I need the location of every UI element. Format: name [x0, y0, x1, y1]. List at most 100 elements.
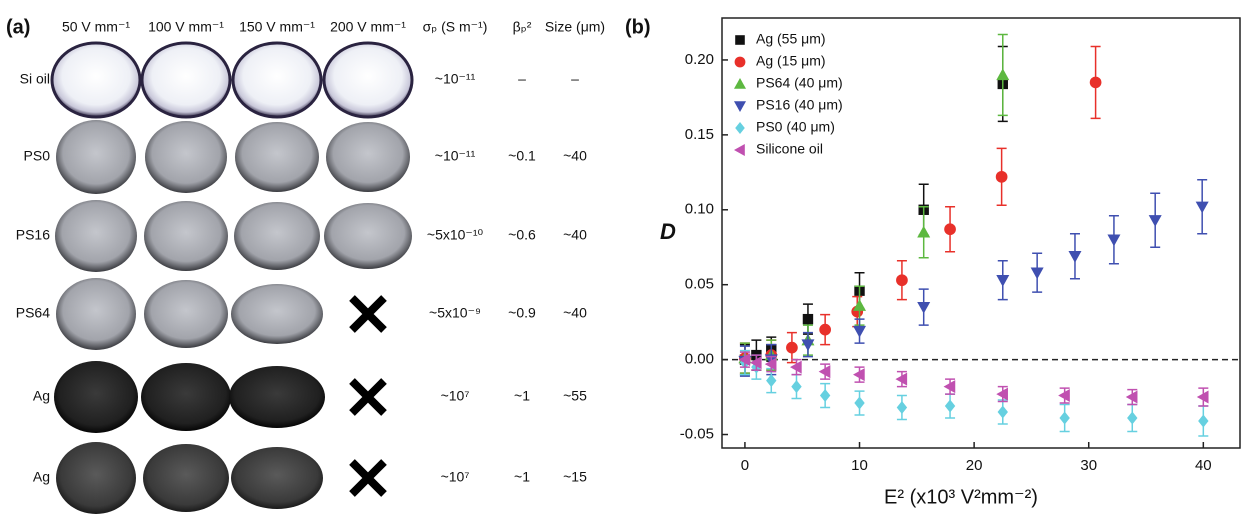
y-tick-label: -0.05 [680, 425, 714, 442]
droplet-image [143, 444, 229, 512]
property-value: ~10⁻¹¹ [435, 148, 476, 164]
row-label: Ag [33, 388, 50, 404]
property-value: ~10⁷ [441, 388, 470, 404]
droplet-image [324, 43, 412, 117]
data-point [803, 314, 813, 324]
legend-label: PS16 (40 μm) [756, 97, 843, 113]
row-label: Si oil [20, 71, 50, 87]
droplet-image [142, 43, 230, 117]
data-point [819, 324, 831, 336]
droplet-image [56, 120, 136, 194]
data-point [996, 171, 1008, 183]
property-value: ~40 [563, 227, 587, 243]
legend-marker [735, 35, 745, 45]
droplet-image [54, 361, 138, 433]
droplet-image [229, 366, 325, 428]
page: (a)50 V mm⁻¹100 V mm⁻¹150 V mm⁻¹200 V mm… [0, 0, 1242, 514]
legend-label: Ag (55 μm) [756, 31, 826, 47]
data-point [998, 406, 1008, 419]
column-header: σₚ (S m⁻¹) [423, 19, 488, 35]
property-value: ~0.6 [508, 227, 536, 243]
property-value: ~5x10⁻⁹ [429, 305, 481, 321]
legend-marker [734, 101, 746, 112]
property-value: ~40 [563, 148, 587, 164]
droplet-image [56, 442, 136, 514]
data-point [917, 226, 930, 238]
droplet-image [55, 200, 137, 272]
data-point [1107, 235, 1120, 247]
y-tick-label: 0.20 [685, 51, 714, 68]
droplet-image [231, 284, 323, 344]
column-header: βₚ² [513, 19, 532, 35]
droplet-image [234, 202, 320, 270]
panel-label: (b) [625, 16, 651, 38]
panel-b: (b) -0.05 0.00 0.05 0.10 0.15 0.20 0 10 20 30 40 E² … [625, 16, 1240, 508]
column-header: Size (μm) [545, 19, 605, 35]
data-point [786, 342, 798, 354]
droplet-image [145, 121, 227, 193]
data-point [1031, 268, 1044, 280]
data-point [1068, 251, 1081, 263]
droplet-image [324, 203, 412, 269]
y-tick-label: 0.15 [685, 126, 714, 143]
cross-mark [352, 298, 384, 330]
data-point [897, 401, 907, 414]
droplet-image [235, 122, 319, 192]
data-point [996, 68, 1009, 80]
data-point [791, 380, 801, 393]
property-value: – [571, 71, 579, 87]
data-point [766, 374, 776, 387]
property-value: ~40 [563, 305, 587, 321]
y-tick-label: 0.10 [685, 201, 714, 218]
property-value: ~0.1 [508, 148, 536, 164]
column-header: 200 V mm⁻¹ [330, 19, 406, 35]
droplet-image [141, 363, 231, 431]
legend-marker [735, 122, 745, 134]
data-point [853, 326, 866, 338]
legend-marker [734, 144, 745, 156]
data-point [945, 400, 955, 413]
column-header: 150 V mm⁻¹ [239, 19, 315, 35]
row-label: PS64 [16, 305, 50, 321]
legend-marker [734, 78, 746, 89]
legend-label: PS64 (40 μm) [756, 75, 843, 91]
data-point [1196, 202, 1209, 214]
x-axis-title: E² (x10³ V²mm⁻²) [884, 486, 1038, 508]
property-value: ~10⁻¹¹ [435, 71, 476, 87]
data-point [1090, 77, 1102, 89]
data-point [1127, 412, 1137, 425]
row-label: PS0 [24, 148, 51, 164]
property-value: ~1 [514, 388, 530, 404]
x-tick-label: 20 [966, 457, 983, 474]
legend-label: Ag (15 μm) [756, 53, 826, 69]
cross-mark [352, 381, 384, 413]
data-point [1149, 215, 1162, 227]
property-value: ~55 [563, 388, 587, 404]
data-point [917, 302, 930, 314]
property-value: ~15 [563, 469, 587, 485]
cross-mark [352, 462, 384, 494]
data-point [944, 223, 956, 235]
row-label: PS16 [16, 227, 50, 243]
y-axis-title: D [660, 219, 676, 244]
droplet-image [144, 201, 228, 271]
data-point [1198, 415, 1208, 428]
x-tick-label: 0 [741, 457, 749, 474]
droplet-image [326, 122, 410, 192]
property-value: ~10⁷ [441, 469, 470, 485]
x-tick-label: 30 [1080, 457, 1097, 474]
data-point [996, 275, 1009, 287]
x-tick-label: 10 [851, 457, 868, 474]
legend-label: PS0 (40 μm) [756, 119, 835, 135]
data-point [853, 299, 866, 311]
property-value: ~1 [514, 469, 530, 485]
y-tick-label: 0.00 [685, 351, 714, 368]
x-tick-label: 40 [1195, 457, 1212, 474]
property-value: ~0.9 [508, 305, 536, 321]
row-label: Ag [33, 469, 50, 485]
y-tick-label: 0.05 [685, 276, 714, 293]
column-header: 50 V mm⁻¹ [62, 19, 130, 35]
data-point [896, 274, 908, 286]
data-point [854, 397, 864, 410]
